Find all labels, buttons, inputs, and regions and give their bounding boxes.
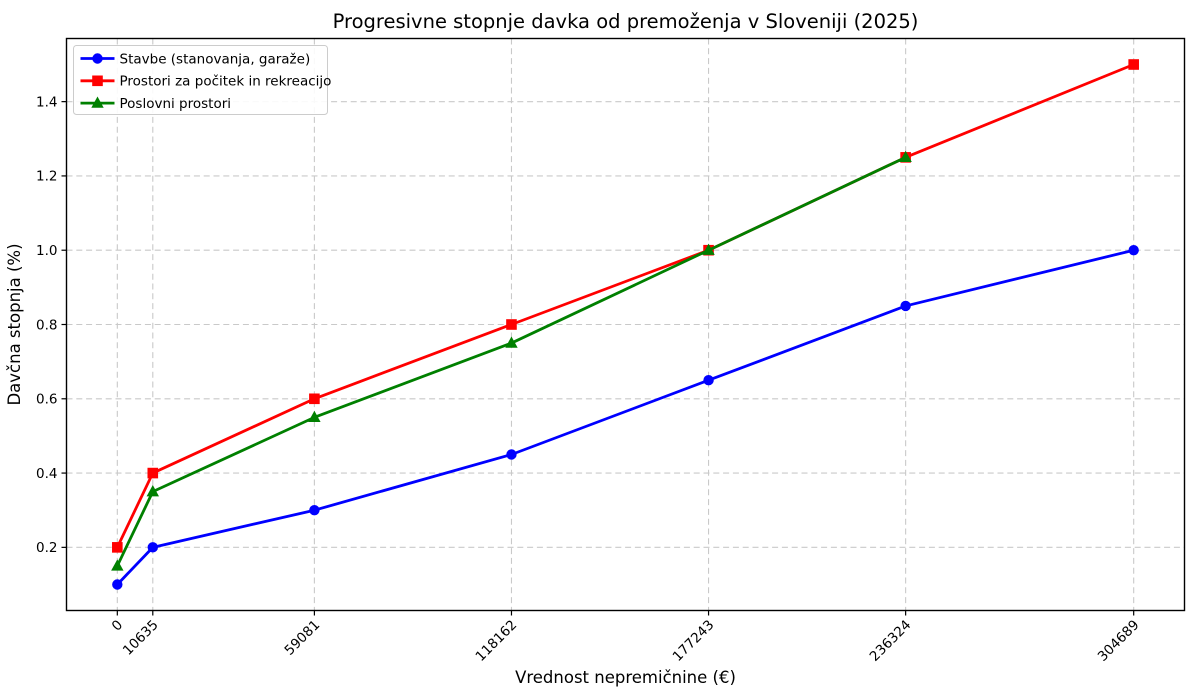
series-2-triangle-marker (702, 243, 715, 255)
series-2-triangle-marker (146, 485, 159, 497)
x-tick-label: 177243 (670, 617, 718, 665)
series-0-circle-marker (703, 375, 714, 386)
y-tick-label: 0.2 (36, 540, 57, 556)
legend-circle-marker (92, 53, 103, 64)
series-1-square-marker (147, 467, 159, 479)
series-2-triangle-marker (308, 410, 321, 423)
series-2-triangle-marker (505, 336, 518, 348)
y-tick-label: 1.4 (36, 94, 57, 110)
series-2-line (115, 155, 908, 568)
legend-label: Prostori za počitek in rekreacijo (120, 74, 332, 90)
y-tick-label: 0.6 (36, 392, 57, 408)
series-1-square-marker (1128, 59, 1139, 70)
y-tick-label: 1.2 (36, 169, 57, 185)
legend-square-marker (92, 75, 103, 87)
legend-label: Stavbe (stanovanja, garaže) (120, 51, 311, 67)
x-tick-label: 59081 (282, 617, 324, 659)
series-1-line (115, 63, 1136, 549)
x-tick-label: 10635 (120, 617, 162, 659)
x-tick-label: 236324 (867, 617, 915, 665)
x-tick-label: 0 (109, 617, 126, 634)
series-0-circle-marker (1128, 245, 1139, 256)
legend-item: Prostori za počitek in rekreacijo (80, 74, 332, 90)
legend-label: Poslovni prostori (120, 96, 232, 112)
series-0-circle-marker (309, 505, 320, 516)
series-0 (112, 245, 1139, 590)
y-axis: 0.2 0.4 0.6 0.8 1.0 1.2 1.4 (36, 94, 67, 556)
series-0-circle-marker (147, 542, 158, 553)
legend-item: Poslovni prostori (80, 96, 232, 112)
legend-triangle-marker (91, 96, 104, 108)
series-0-line (115, 248, 1136, 586)
y-tick-label: 0.4 (36, 466, 57, 482)
series-2-triangle-marker (111, 559, 124, 571)
legend: Stavbe (stanovanja, garaže) Prostori za p… (73, 45, 332, 115)
series-1-square-marker (506, 319, 517, 330)
series-0-circle-marker (112, 579, 123, 590)
series-2 (111, 150, 912, 571)
legend-box (73, 45, 328, 115)
x-tick-label: 118162 (473, 617, 521, 665)
y-axis-label: Davčna stopnja (%) (5, 243, 24, 405)
series-1 (112, 59, 1139, 553)
legend-item: Stavbe (stanovanja, garaže) (80, 51, 311, 67)
gridlines (66, 38, 1185, 611)
x-tick-label: 304689 (1095, 617, 1143, 665)
series-0-circle-marker (900, 300, 911, 312)
series-0-circle-marker (506, 449, 517, 460)
series-2-triangle-marker (899, 150, 912, 163)
series-1-square-marker (309, 393, 320, 405)
y-tick-label: 1.0 (36, 243, 57, 259)
series-1-square-marker (112, 542, 123, 553)
y-tick-label: 0.8 (36, 317, 57, 333)
x-axis-label: Vrednost nepremičnine (€) (515, 668, 736, 687)
chart-title: Progresivne stopnje davka od premoženja … (333, 10, 919, 33)
